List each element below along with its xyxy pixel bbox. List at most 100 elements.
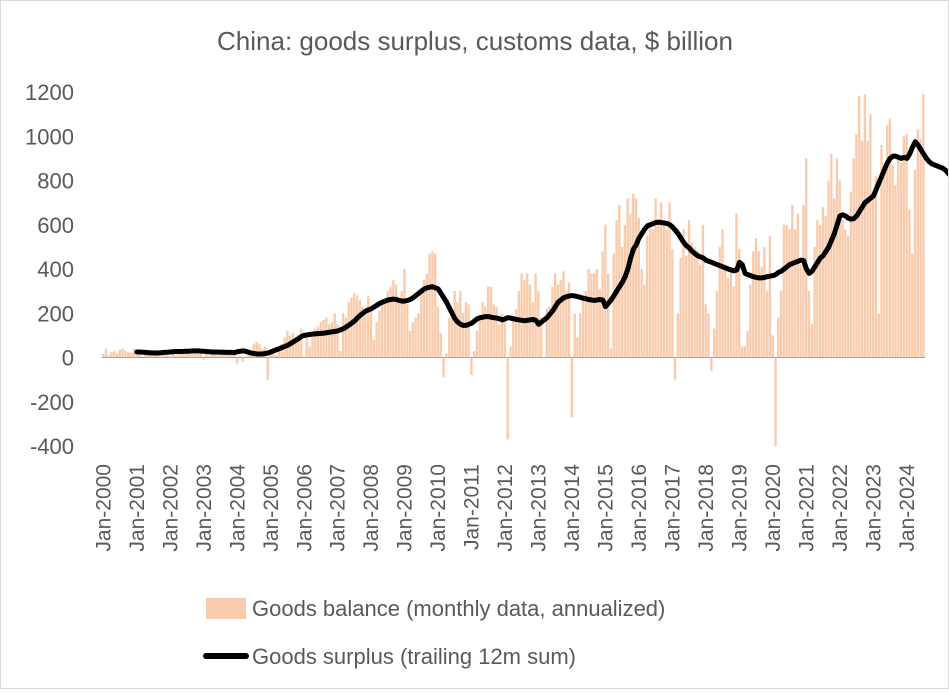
bar: [439, 333, 442, 358]
bar: [869, 114, 872, 358]
bar: [339, 350, 342, 358]
x-tick-label: Jan-2009: [394, 464, 417, 552]
bar: [696, 251, 699, 358]
x-tick-label: Jan-2023: [862, 464, 885, 552]
bar: [916, 129, 919, 358]
bar: [174, 355, 177, 358]
y-tick-label: 1200: [25, 80, 74, 105]
bar: [640, 269, 643, 358]
bar: [609, 348, 613, 358]
bar: [425, 273, 428, 358]
bar: [247, 355, 250, 358]
bar: [690, 242, 694, 358]
bar: [124, 350, 127, 358]
bar: [556, 284, 560, 358]
x-axis: Jan-2000 Jan-2001 Jan-2002 Jan-2003 Jan-2004…: [92, 464, 918, 552]
bar: [726, 277, 730, 358]
bar: [704, 304, 707, 358]
bar: [860, 140, 864, 358]
bar: [821, 207, 825, 358]
line-series: [134, 139, 949, 357]
bar: [657, 220, 660, 358]
bar: [679, 257, 682, 358]
bar: [118, 349, 122, 358]
bar: [841, 220, 844, 358]
bar: [266, 357, 269, 380]
bar: [280, 344, 283, 358]
bar: [721, 229, 724, 358]
y-axis: -400 -200 0 200 400 600 800 1000 1200: [25, 80, 74, 459]
bar: [383, 299, 387, 358]
bar: [749, 284, 752, 358]
bar: [330, 322, 334, 358]
bar: [442, 357, 445, 378]
x-tick-label: Jan-2014: [561, 464, 584, 552]
bar: [470, 357, 473, 376]
bar: [567, 282, 571, 358]
bar: [587, 269, 590, 358]
x-tick-label: Jan-2019: [728, 464, 751, 552]
bar: [177, 351, 180, 358]
legend-label-goods-balance: Goods balance (monthly data, annualized): [252, 596, 665, 621]
bar: [361, 306, 364, 358]
bar: [911, 253, 914, 358]
bar: [540, 317, 543, 358]
bar: [673, 357, 677, 380]
bar: [255, 342, 258, 358]
bar: [143, 353, 147, 358]
bar: [738, 249, 741, 358]
y-tick-label: 600: [37, 213, 74, 238]
bar: [807, 291, 811, 358]
bar: [191, 350, 194, 358]
bar: [495, 306, 498, 358]
bar: [581, 299, 585, 358]
bar: [319, 322, 322, 358]
bar: [305, 337, 309, 358]
bar: [612, 253, 615, 358]
bar: [277, 350, 281, 358]
bar: [576, 337, 579, 358]
bar: [358, 299, 362, 358]
legend: Goods balance (monthly data, annualized)…: [203, 596, 665, 669]
bar: [863, 94, 866, 358]
bar: [102, 354, 105, 358]
x-tick-label: Jan-2017: [662, 464, 685, 552]
bar: [813, 246, 816, 358]
bar: [506, 357, 509, 440]
bar: [791, 204, 794, 358]
bar: [375, 322, 378, 358]
bar: [353, 293, 356, 358]
bar: [325, 317, 328, 358]
bar: [877, 313, 880, 358]
x-tick-label: Jan-2012: [494, 464, 517, 552]
bar: [771, 335, 774, 358]
bar: [659, 202, 663, 358]
bar: [185, 350, 189, 358]
bar: [194, 351, 197, 358]
bar: [687, 220, 691, 358]
bar: [512, 317, 515, 358]
bar: [562, 271, 565, 358]
bar: [199, 349, 203, 358]
bar: [740, 346, 744, 358]
bar: [593, 273, 596, 358]
bar: [456, 302, 459, 358]
bar: [620, 246, 624, 358]
bar: [241, 357, 244, 362]
bar: [386, 291, 389, 358]
bar: [367, 295, 370, 358]
bar: [765, 291, 769, 358]
bar: [487, 286, 490, 358]
bar: [121, 348, 124, 358]
bar: [291, 333, 295, 358]
bar: [230, 353, 233, 358]
x-tick-label: Jan-2015: [595, 464, 618, 552]
bar: [478, 319, 481, 358]
bar: [595, 269, 599, 358]
goods-surplus-line: [134, 139, 949, 357]
bar: [431, 251, 434, 358]
bar: [428, 253, 431, 358]
x-tick-label: Jan-2011: [461, 464, 484, 550]
bar: [389, 286, 392, 358]
bar: [411, 322, 415, 358]
